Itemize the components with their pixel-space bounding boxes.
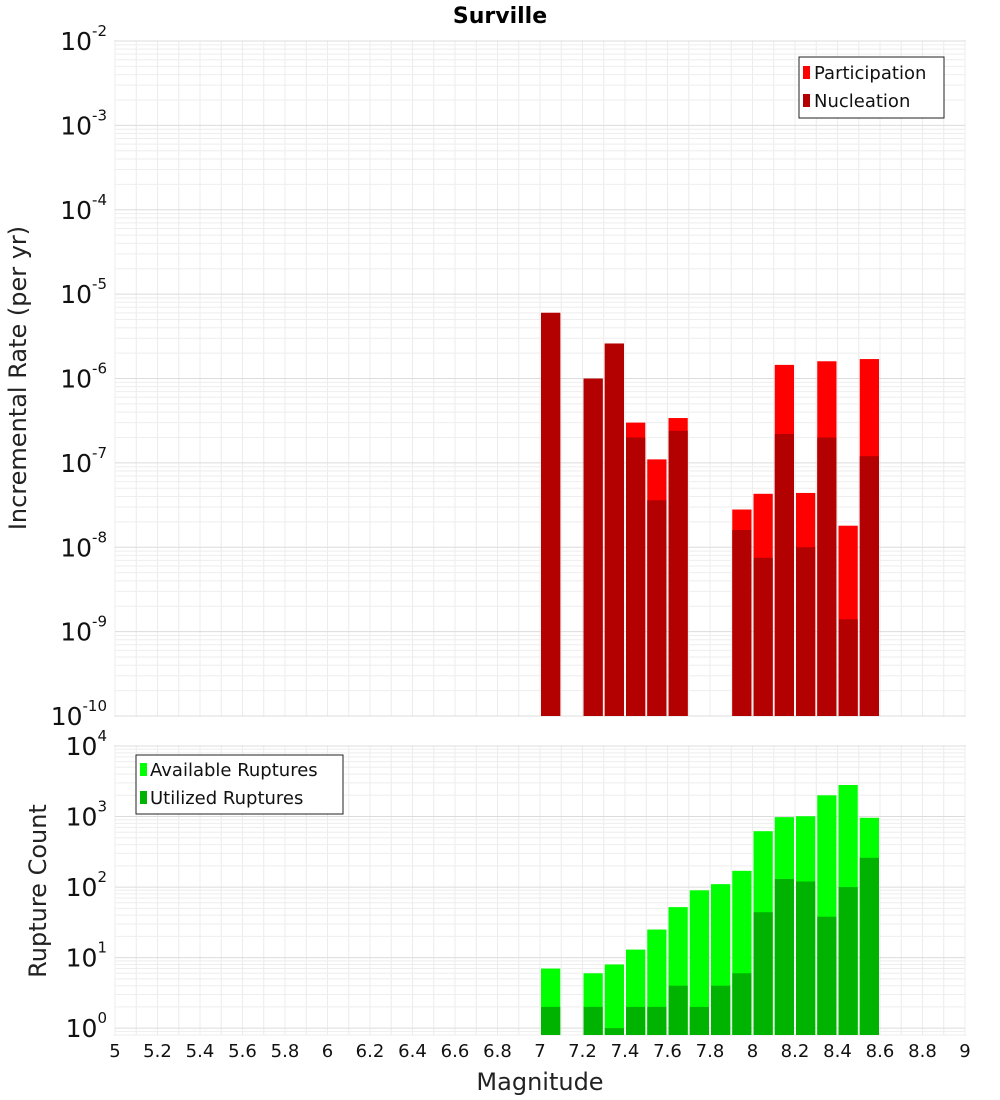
top-y-tick-label: 10-8 <box>60 528 107 562</box>
x-axis-label: Magnitude <box>476 1068 603 1096</box>
x-tick-label: 8 <box>747 1041 758 1062</box>
legend-swatch-available <box>140 763 147 776</box>
x-tick-label: 5.4 <box>186 1041 215 1062</box>
bottom-bars <box>541 784 879 1035</box>
x-tick-label: 6.4 <box>398 1041 427 1062</box>
x-tick-label: 6.8 <box>483 1041 512 1062</box>
top-bar-nucleation <box>796 547 816 716</box>
bottom-bar-utilized-ruptures <box>689 1006 709 1035</box>
legend-swatch-participation <box>803 66 810 79</box>
chart-title: Surville <box>453 4 547 29</box>
top-bars <box>541 312 879 716</box>
bottom-bar-utilized-ruptures <box>541 1006 561 1035</box>
bottom-bar-utilized-ruptures <box>732 973 752 1035</box>
x-tick-label: 7.8 <box>696 1041 725 1062</box>
legend-swatch-nucleation <box>803 94 810 107</box>
x-tick-label: 6 <box>322 1041 333 1062</box>
bottom-y-axis-label: Rupture Count <box>24 804 52 978</box>
legend-label-available: Available Ruptures <box>150 760 318 781</box>
legend-label-utilized: Utilized Ruptures <box>150 788 303 809</box>
x-tick-label: 7.6 <box>653 1041 682 1062</box>
x-tick-label: 6.6 <box>441 1041 470 1062</box>
top-y-tick-label: 10-7 <box>60 444 107 478</box>
x-tick-label: 8.2 <box>781 1041 810 1062</box>
top-bar-nucleation <box>859 456 879 716</box>
x-tick-label: 5.6 <box>228 1041 257 1062</box>
x-tick-label: 7 <box>534 1041 545 1062</box>
x-tick-label: 9 <box>959 1041 970 1062</box>
bottom-bar-utilized-ruptures <box>711 985 731 1035</box>
top-bar-nucleation <box>626 437 646 716</box>
x-tick-label: 5.2 <box>143 1041 172 1062</box>
legend-label-nucleation: Nucleation <box>814 91 910 112</box>
top-bar-nucleation <box>732 530 752 716</box>
bottom-y-tick-label: 104 <box>66 727 107 761</box>
top-bar-nucleation <box>774 433 794 716</box>
bottom-bar-utilized-ruptures <box>626 1006 646 1035</box>
top-bar-nucleation <box>647 500 667 716</box>
top-y-tick-label: 10-4 <box>60 191 107 225</box>
bottom-bar-utilized-ruptures <box>817 916 837 1035</box>
x-tick-label: 7.4 <box>611 1041 640 1062</box>
top-grid <box>114 40 966 717</box>
top-y-ticks: 10-10 10-9 10-8 10-7 10-6 10-5 10-4 10-3 10-2 <box>51 22 107 731</box>
bottom-panel: 100 101 102 103 104 5 5.2 5.4 5.6 5.8 6 6.2 6.4 6.6 6… <box>24 727 971 1096</box>
bottom-legend-box <box>135 754 344 815</box>
legend-swatch-utilized <box>140 791 147 804</box>
x-tick-label: 8.8 <box>908 1041 937 1062</box>
top-legend: Participation Nucleation <box>798 56 945 119</box>
x-tick-label: 6.2 <box>356 1041 385 1062</box>
top-y-tick-label: 10-10 <box>51 697 107 731</box>
x-tick-label: 5 <box>109 1041 120 1062</box>
bottom-bar-utilized-ruptures <box>774 879 794 1035</box>
x-ticks: 5 5.2 5.4 5.6 5.8 6 6.2 6.4 6.6 6.8 7 7.2 7.4 7.6 7.8 8… <box>109 1041 970 1062</box>
bottom-bar-utilized-ruptures <box>838 887 858 1035</box>
top-bar-nucleation <box>817 437 837 716</box>
top-bar-nucleation <box>604 343 624 716</box>
top-y-tick-label: 10-6 <box>60 360 107 394</box>
bottom-bar-utilized-ruptures <box>796 881 816 1035</box>
bottom-y-ticks: 100 101 102 103 104 <box>66 727 107 1043</box>
bottom-bar-utilized-ruptures <box>604 1028 624 1035</box>
bottom-y-tick-label: 102 <box>66 868 107 902</box>
bottom-bar-utilized-ruptures <box>753 912 773 1035</box>
bottom-y-tick-label: 103 <box>66 798 107 832</box>
top-y-tick-label: 10-9 <box>60 613 107 647</box>
x-tick-label: 8.4 <box>823 1041 852 1062</box>
top-bar-nucleation <box>668 430 688 716</box>
top-y-tick-label: 10-2 <box>60 22 107 56</box>
top-bar-nucleation <box>583 378 603 716</box>
bottom-legend: Available Ruptures Utilized Ruptures <box>135 754 344 815</box>
bottom-bar-available-ruptures <box>689 890 709 1035</box>
legend-label-participation: Participation <box>814 63 926 84</box>
top-y-tick-label: 10-3 <box>60 106 107 140</box>
bottom-bar-utilized-ruptures <box>668 985 688 1035</box>
top-bar-nucleation <box>541 312 561 716</box>
bottom-bar-utilized-ruptures <box>583 1006 603 1035</box>
bottom-bar-available-ruptures <box>604 964 624 1035</box>
bottom-bar-utilized-ruptures <box>859 857 879 1035</box>
x-tick-label: 8.6 <box>866 1041 895 1062</box>
top-y-tick-label: 10-5 <box>60 275 107 309</box>
bottom-y-tick-label: 100 <box>66 1009 107 1043</box>
top-legend-box <box>798 56 945 119</box>
top-bar-nucleation <box>838 619 858 716</box>
top-bar-nucleation <box>753 557 773 716</box>
top-y-axis-label: Incremental Rate (per yr) <box>4 226 32 530</box>
top-panel: 10-10 10-9 10-8 10-7 10-6 10-5 10-4 10-3 10-2 In… <box>4 22 966 731</box>
x-tick-label: 7.2 <box>568 1041 597 1062</box>
bottom-bar-utilized-ruptures <box>647 1006 667 1035</box>
x-tick-label: 5.8 <box>271 1041 300 1062</box>
bottom-y-tick-label: 101 <box>66 939 107 973</box>
